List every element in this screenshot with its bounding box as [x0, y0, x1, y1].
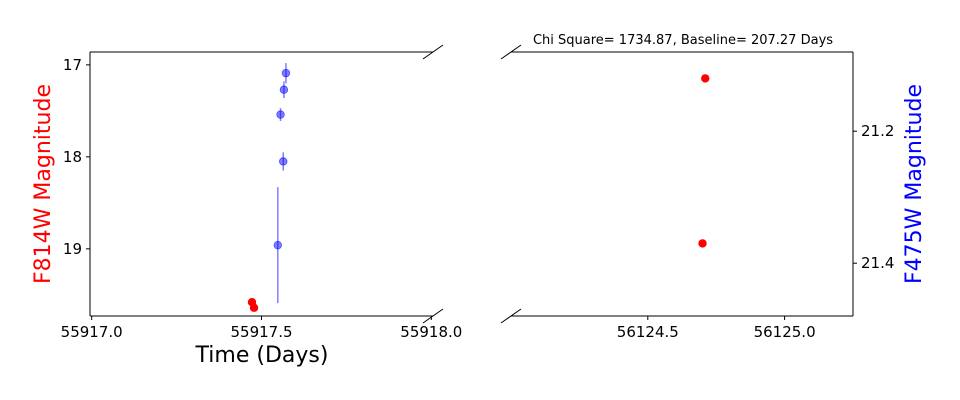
left-y-tick-label: 18	[63, 148, 82, 166]
left-panel: 55917.0 55917.5 55918.0 17 18 19	[61, 44, 462, 341]
left-data-point	[249, 303, 259, 312]
left-break-mark-top	[422, 44, 444, 60]
left-y-tick-label: 19	[63, 240, 82, 258]
right-x-tick-label: 56124.5	[617, 323, 679, 341]
right-break-mark-top	[500, 44, 522, 60]
left-data-point	[273, 240, 283, 250]
left-break-mark-bottom	[422, 308, 444, 324]
right-data-point	[698, 239, 707, 248]
left-x-tick-label: 55917.5	[230, 323, 292, 341]
left-y-axis-label: F814W Magnitude	[31, 84, 56, 284]
left-y-tick-label: 17	[63, 56, 82, 74]
right-x-tick-label: 56125.0	[754, 323, 816, 341]
right-y-tick-label: 21.2	[861, 122, 894, 140]
right-break-mark-bottom	[500, 308, 522, 324]
left-data-point	[281, 68, 291, 78]
right-data-point	[701, 74, 710, 83]
x-axis-label: Time (Days)	[195, 343, 329, 368]
left-x-tick-label: 55917.0	[61, 323, 123, 341]
right-y-axis-label: F475W Magnitude	[902, 84, 927, 284]
left-data-point	[276, 110, 285, 119]
left-data-point	[279, 157, 288, 166]
right-panel: 56124.5 56125.0 21.2 21.4	[500, 44, 894, 341]
left-data-point	[279, 85, 289, 94]
right-y-tick-label: 21.4	[861, 254, 894, 272]
chart-title: Chi Square= 1734.87, Baseline= 207.27 Da…	[533, 33, 833, 48]
left-x-tick-label: 55918.0	[400, 323, 462, 341]
